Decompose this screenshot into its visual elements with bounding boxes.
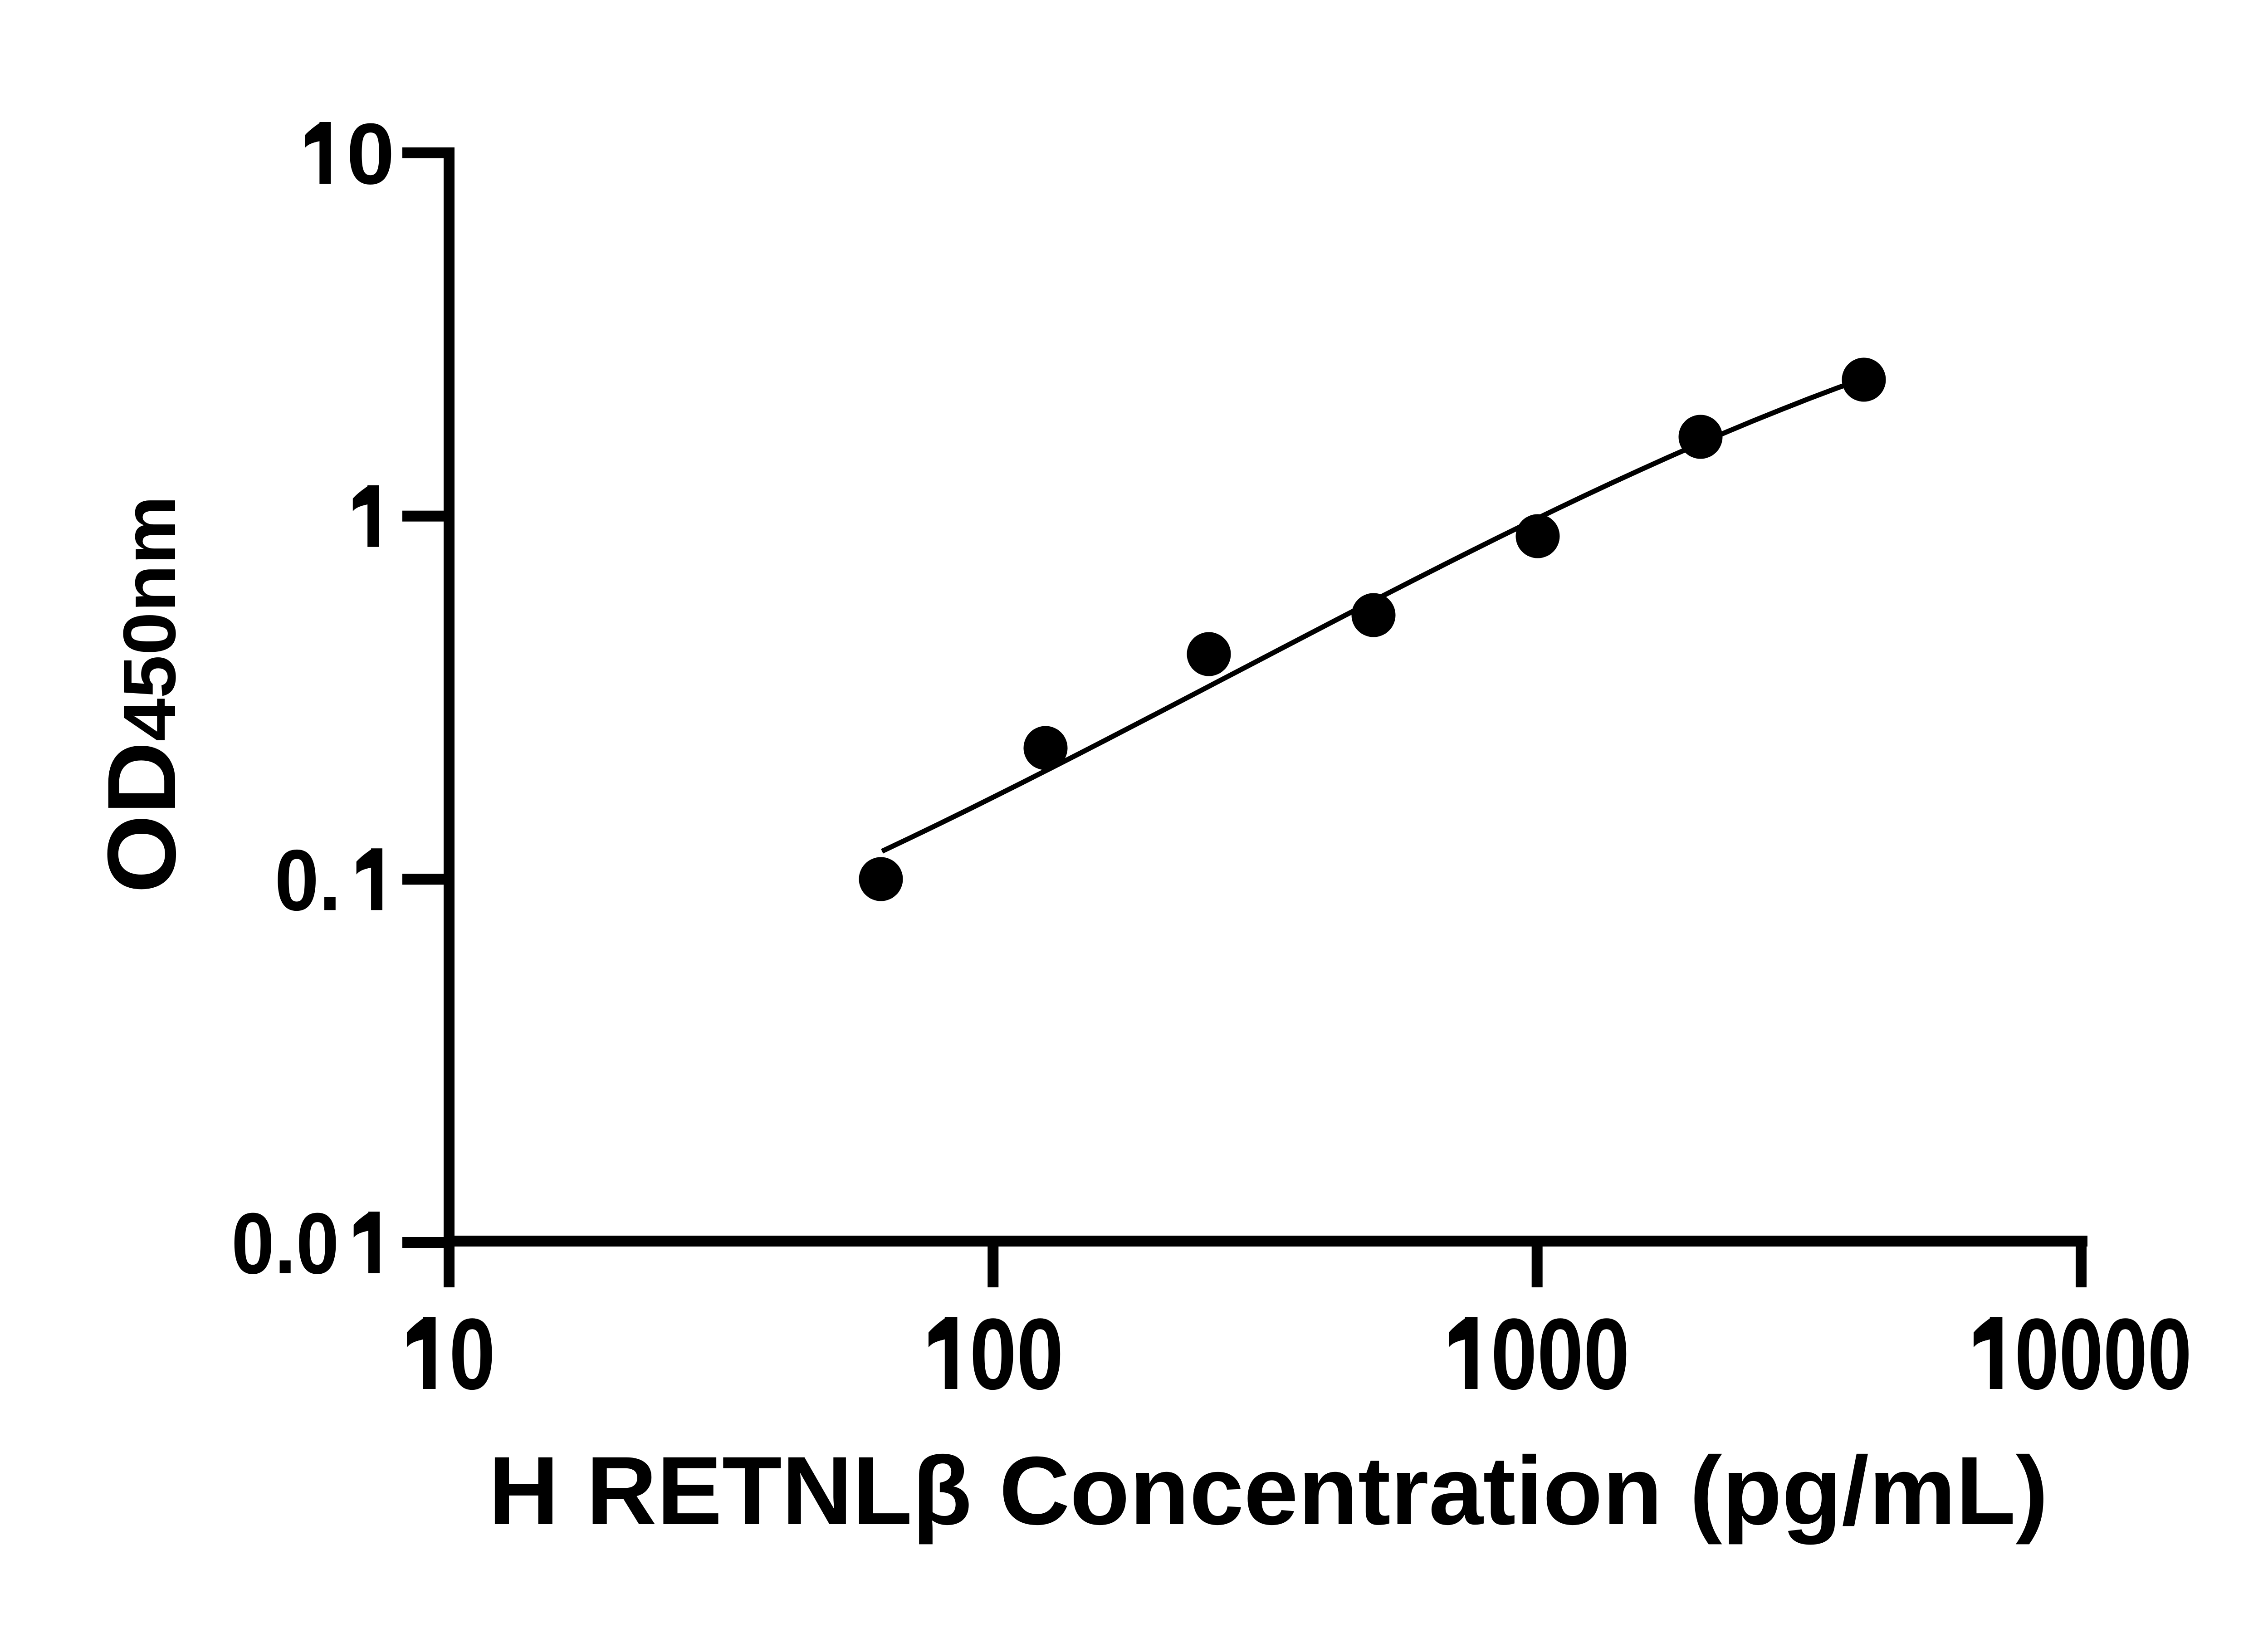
svg-text:H RETNLβ Concentration (pg/mL): H RETNLβ Concentration (pg/mL) [489,1437,2048,1545]
